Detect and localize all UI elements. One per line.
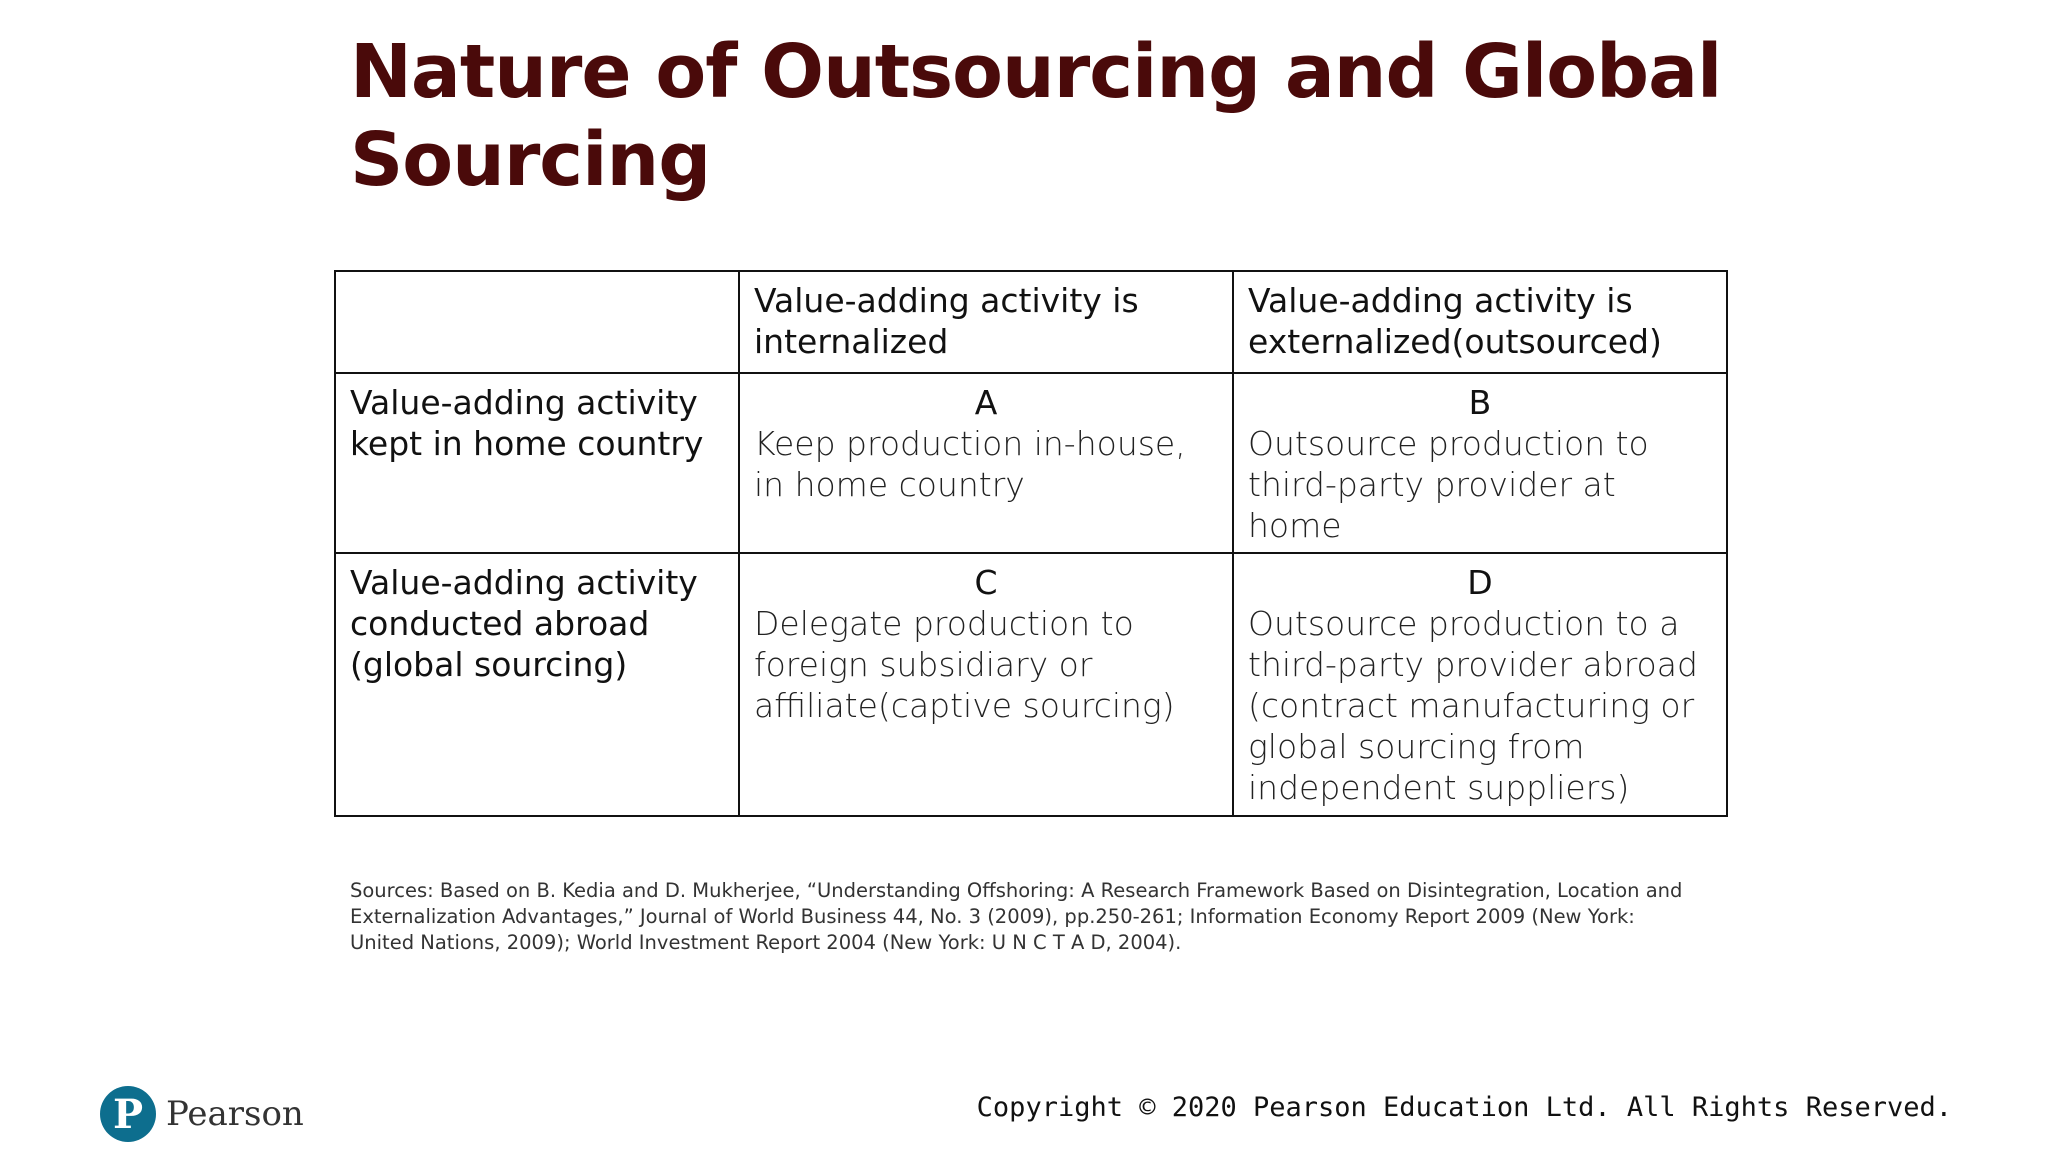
cell-text: Keep production in-house, in home countr… [754,424,1186,504]
cell-d: D Outsource production to a third-party … [1232,552,1728,817]
table-row: Value-adding activity kept in home count… [334,372,1728,554]
cell-a: A Keep production in-house, in home coun… [738,372,1234,554]
cell-b: B Outsource production to third-party pr… [1232,372,1728,554]
row-label-home-country: Value-adding activity kept in home count… [334,372,740,554]
cell-letter: A [974,383,998,422]
table-row: Value-adding activity conducted abroad (… [334,552,1728,817]
cell-text: Delegate production to foreign subsidiar… [754,604,1175,725]
sourcing-matrix-table: Value-adding activity is internalized Va… [334,270,1728,817]
sources-note: Sources: Based on B. Kedia and D. Mukher… [350,879,1683,954]
cell-letter: D [1467,563,1493,602]
cell-letter: B [1468,383,1492,422]
table-corner-cell [334,270,740,374]
cell-letter: C [974,563,998,602]
header-internalized: Value-adding activity is internalized [738,270,1234,374]
header-externalized: Value-adding activity is externalized(ou… [1232,270,1728,374]
pearson-logo: P Pearson [100,1086,304,1142]
pearson-logo-icon: P [100,1086,156,1142]
cell-text: Outsource production to a third-party pr… [1248,604,1698,807]
pearson-logo-text: Pearson [166,1094,304,1134]
cell-text: Outsource production to third-party prov… [1248,424,1649,545]
copyright-notice: Copyright © 2020 Pearson Education Ltd. … [976,1092,1952,1123]
slide-title: Nature of Outsourcing and Global Sourcin… [350,29,1722,203]
cell-c: C Delegate production to foreign subsidi… [738,552,1234,817]
table-header-row: Value-adding activity is internalized Va… [334,270,1728,374]
row-label-abroad: Value-adding activity conducted abroad (… [334,552,740,817]
